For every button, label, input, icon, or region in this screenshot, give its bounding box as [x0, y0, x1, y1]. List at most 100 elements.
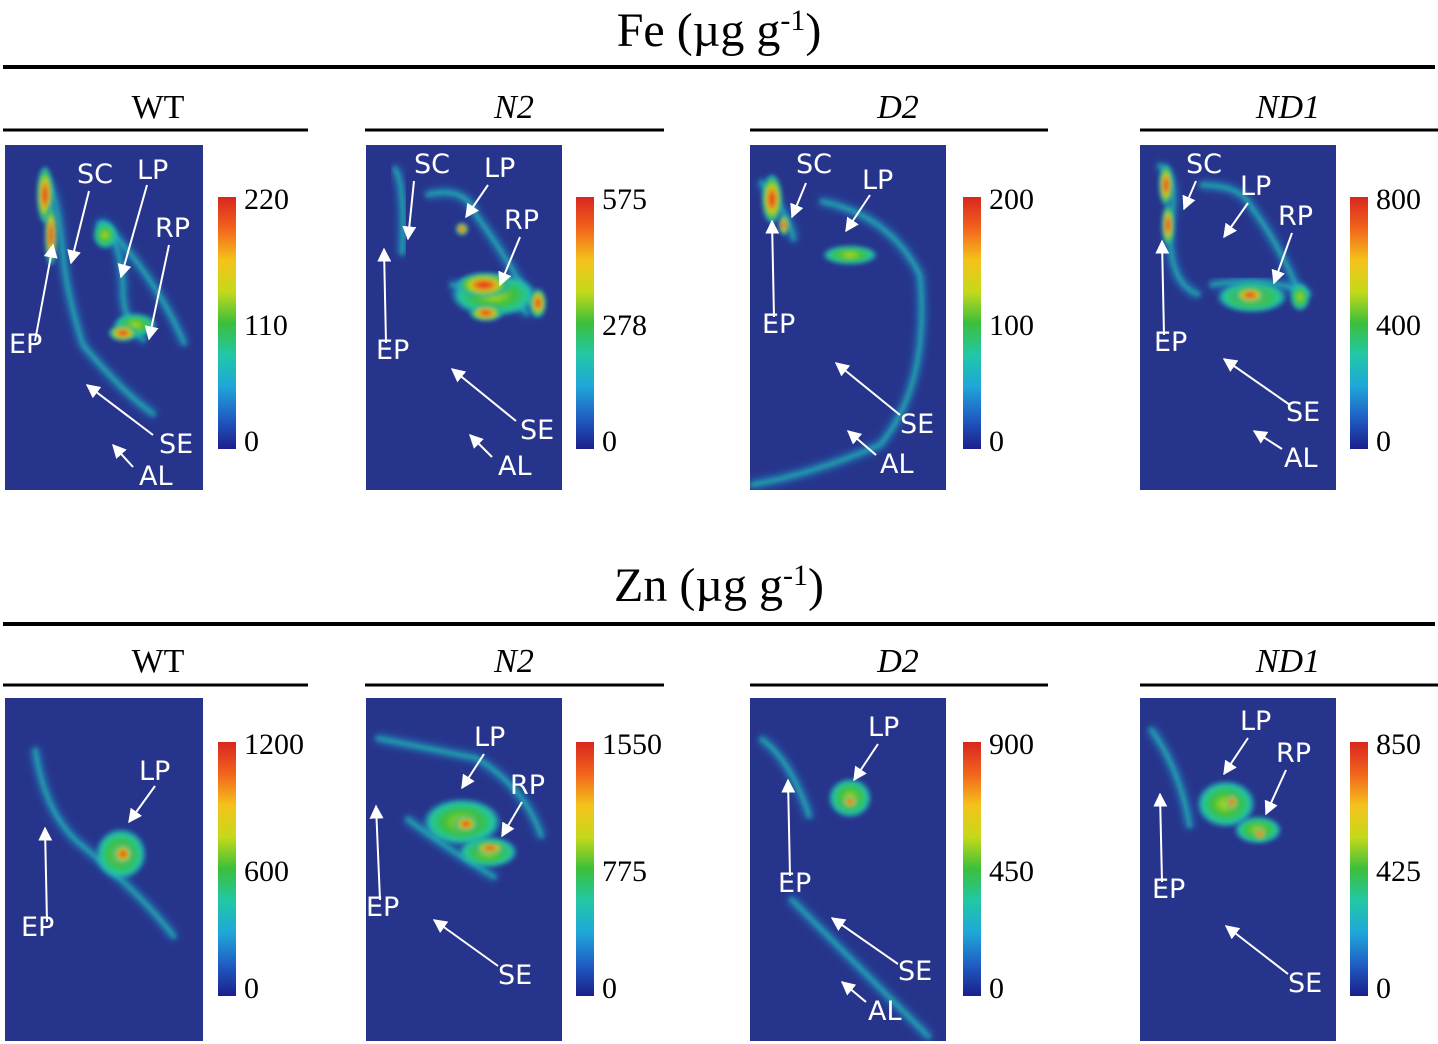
map-structures: [750, 175, 927, 490]
row-title-unit-exponent: -1: [780, 4, 805, 37]
label-arrow: [34, 243, 58, 342]
scale-max: 800: [1376, 183, 1421, 216]
tissue-trace: [1199, 183, 1302, 296]
signal-hotspot: [1254, 828, 1266, 840]
tissue-label-al: AL: [868, 996, 902, 1027]
tissue-trace: [405, 816, 497, 880]
tissue-label-se: SE: [900, 409, 934, 440]
row-title-unit-close: ): [808, 559, 824, 612]
label-arrow: [1264, 769, 1287, 816]
signal-hotspot: [109, 325, 137, 341]
label-arrow: [85, 384, 154, 436]
map-structures: [30, 747, 179, 941]
signal-hotspot: [1226, 794, 1238, 810]
label-arrow: [845, 194, 871, 233]
label-arrow: [790, 182, 807, 219]
row-title-unit: (µg g: [677, 4, 781, 57]
row-title-element: Fe: [617, 4, 677, 57]
tissue-label-se: SE: [1286, 397, 1320, 428]
tissue-label-sc: SC: [796, 149, 832, 180]
label-arrow: [369, 804, 384, 901]
scale-max: 220: [244, 183, 289, 216]
label-arrow: [846, 430, 877, 456]
tissue-label-ep: EP: [762, 309, 795, 340]
tissue-label-lp: LP: [862, 165, 893, 196]
tissue-label-sc: SC: [1186, 149, 1222, 180]
scale-mid: 450: [989, 855, 1034, 888]
elemental-map: [1140, 698, 1336, 1041]
tissue-label-lp: LP: [474, 722, 505, 753]
tissue-label-se: SE: [498, 960, 532, 991]
tissue-trace: [33, 747, 177, 939]
scale-mid: 400: [1376, 309, 1421, 342]
tissue-label-rp: RP: [1278, 201, 1313, 232]
scale-max: 1550: [602, 728, 662, 761]
signal-hotspot: [530, 289, 546, 317]
tissue-label-lp: LP: [1240, 171, 1271, 202]
tissue-label-al: AL: [139, 461, 173, 492]
row-title: Zn (µg g-1): [614, 559, 824, 613]
color-scale-bar: [218, 742, 236, 996]
signal-hotspot: [474, 842, 506, 854]
genotype-label: N2: [493, 89, 534, 126]
panel-zn-d2: D2 LP EP SE AL 900 450 0: [750, 643, 1048, 1041]
label-arrow: [1224, 925, 1289, 975]
map-structures: [1146, 725, 1282, 844]
label-arrow: [144, 244, 170, 341]
color-scale-bar: [1350, 742, 1368, 996]
tissue-label-al: AL: [1284, 443, 1318, 474]
tissue-trace: [750, 199, 924, 487]
signal-hotspot: [1234, 287, 1266, 303]
label-arrow: [461, 753, 485, 790]
label-arrow: [1271, 232, 1293, 285]
tissue-label-rp: RP: [504, 205, 539, 236]
label-arrow: [67, 190, 90, 265]
map-structures: [757, 734, 934, 1041]
map-structures: [375, 733, 547, 882]
genotype-label: D2: [876, 643, 919, 680]
tissue-label-se: SE: [898, 956, 932, 987]
label-arrow: [450, 368, 517, 422]
tissue-trace: [392, 166, 405, 256]
tissue-label-lp: LP: [139, 756, 170, 787]
genotype-label: WT: [132, 89, 185, 126]
color-scale-bar: [1350, 197, 1368, 449]
signal-region: [1290, 283, 1310, 311]
label-arrow: [853, 743, 879, 782]
scale-min: 0: [989, 425, 1004, 458]
panel-zn-wt: WT LP EP 1200 600 0: [3, 643, 308, 1041]
label-arrow: [112, 443, 134, 468]
signal-hotspot: [1162, 205, 1174, 245]
label-arrow: [128, 785, 156, 824]
tissue-label-ep: EP: [21, 912, 54, 943]
scale-mid: 775: [602, 855, 647, 888]
label-arrow: [781, 778, 796, 877]
elemental-map: [366, 698, 562, 1041]
genotype-label: D2: [876, 89, 919, 126]
scale-max: 200: [989, 183, 1034, 216]
label-arrow: [1153, 792, 1168, 883]
row-title-unit-exponent: -1: [783, 559, 808, 592]
label-arrow: [840, 981, 867, 1003]
color-scale-bar: [963, 742, 981, 996]
signal-region: [1196, 780, 1256, 828]
label-arrow: [465, 184, 489, 219]
map-structures: [1155, 160, 1313, 313]
tissue-label-lp: LP: [868, 712, 899, 743]
tissue-trace: [375, 736, 544, 839]
genotype-label: WT: [132, 643, 185, 680]
tissue-label-sc: SC: [414, 149, 450, 180]
scale-mid: 100: [989, 309, 1034, 342]
label-arrow: [432, 919, 499, 967]
label-arrow: [1223, 737, 1249, 776]
tissue-trace: [1148, 727, 1192, 829]
tissue-label-rp: RP: [510, 770, 545, 801]
tissue-trace: [42, 175, 156, 417]
scale-min: 0: [244, 972, 259, 1005]
row-zn: Zn (µg g-1)WTLPEP12006000N2LPRPEPSE15507…: [3, 559, 1438, 1041]
